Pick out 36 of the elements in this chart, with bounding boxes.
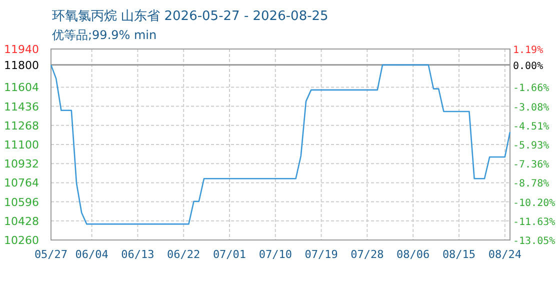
y-tick-label: 10596 <box>4 196 39 209</box>
y2-tick-label: -1.66% <box>513 83 550 94</box>
y-tick-label: 11604 <box>4 81 39 94</box>
x-tick-label: 07/01 <box>212 248 246 261</box>
y2-tick-label: 0.00% <box>513 60 544 72</box>
y-tick-label: 11800 <box>4 58 39 72</box>
y2-tick-label: -11.63% <box>513 216 556 228</box>
y-tick-label: 10260 <box>4 234 39 247</box>
x-tick-label: 06/22 <box>167 248 200 261</box>
x-tick-label: 06/13 <box>121 248 154 261</box>
x-tick-label: 08/15 <box>442 248 476 261</box>
y-tick-label: 10932 <box>4 158 39 171</box>
x-tick-label: 08/06 <box>396 248 430 261</box>
y-tick-label: 11100 <box>4 138 39 152</box>
x-tick-label: 06/04 <box>75 248 109 261</box>
y2-tick-label: 1.19% <box>513 45 544 56</box>
chart-title: 环氧氯丙烷 山东省 2026-05-27 - 2026-08-25 <box>52 9 328 24</box>
y2-tick-label: -10.20% <box>513 198 556 209</box>
x-tick-label: 07/28 <box>350 248 384 261</box>
y2-tick-label: -5.93% <box>513 140 550 152</box>
chart-subtitle: 优等品;99.9% min <box>52 28 157 42</box>
y-tick-label: 10764 <box>4 176 39 190</box>
x-tick-label: 07/10 <box>258 248 292 261</box>
y2-tick-label: -7.36% <box>513 160 550 171</box>
y-tick-label: 11436 <box>4 100 39 114</box>
y2-tick-label: -13.05% <box>513 236 556 247</box>
x-tick-label: 05/27 <box>34 248 68 261</box>
x-tick-label: 08/24 <box>488 248 522 261</box>
y-tick-label: 10428 <box>4 214 39 228</box>
line-series <box>50 64 511 225</box>
y-tick-label: 11268 <box>4 119 39 132</box>
y2-tick-label: -4.51% <box>513 121 550 132</box>
y2-tick-label: -3.08% <box>513 102 550 114</box>
y2-tick-label: -8.78% <box>513 178 550 190</box>
y-tick-label: 11940 <box>4 43 39 56</box>
x-tick-label: 07/19 <box>304 248 338 261</box>
